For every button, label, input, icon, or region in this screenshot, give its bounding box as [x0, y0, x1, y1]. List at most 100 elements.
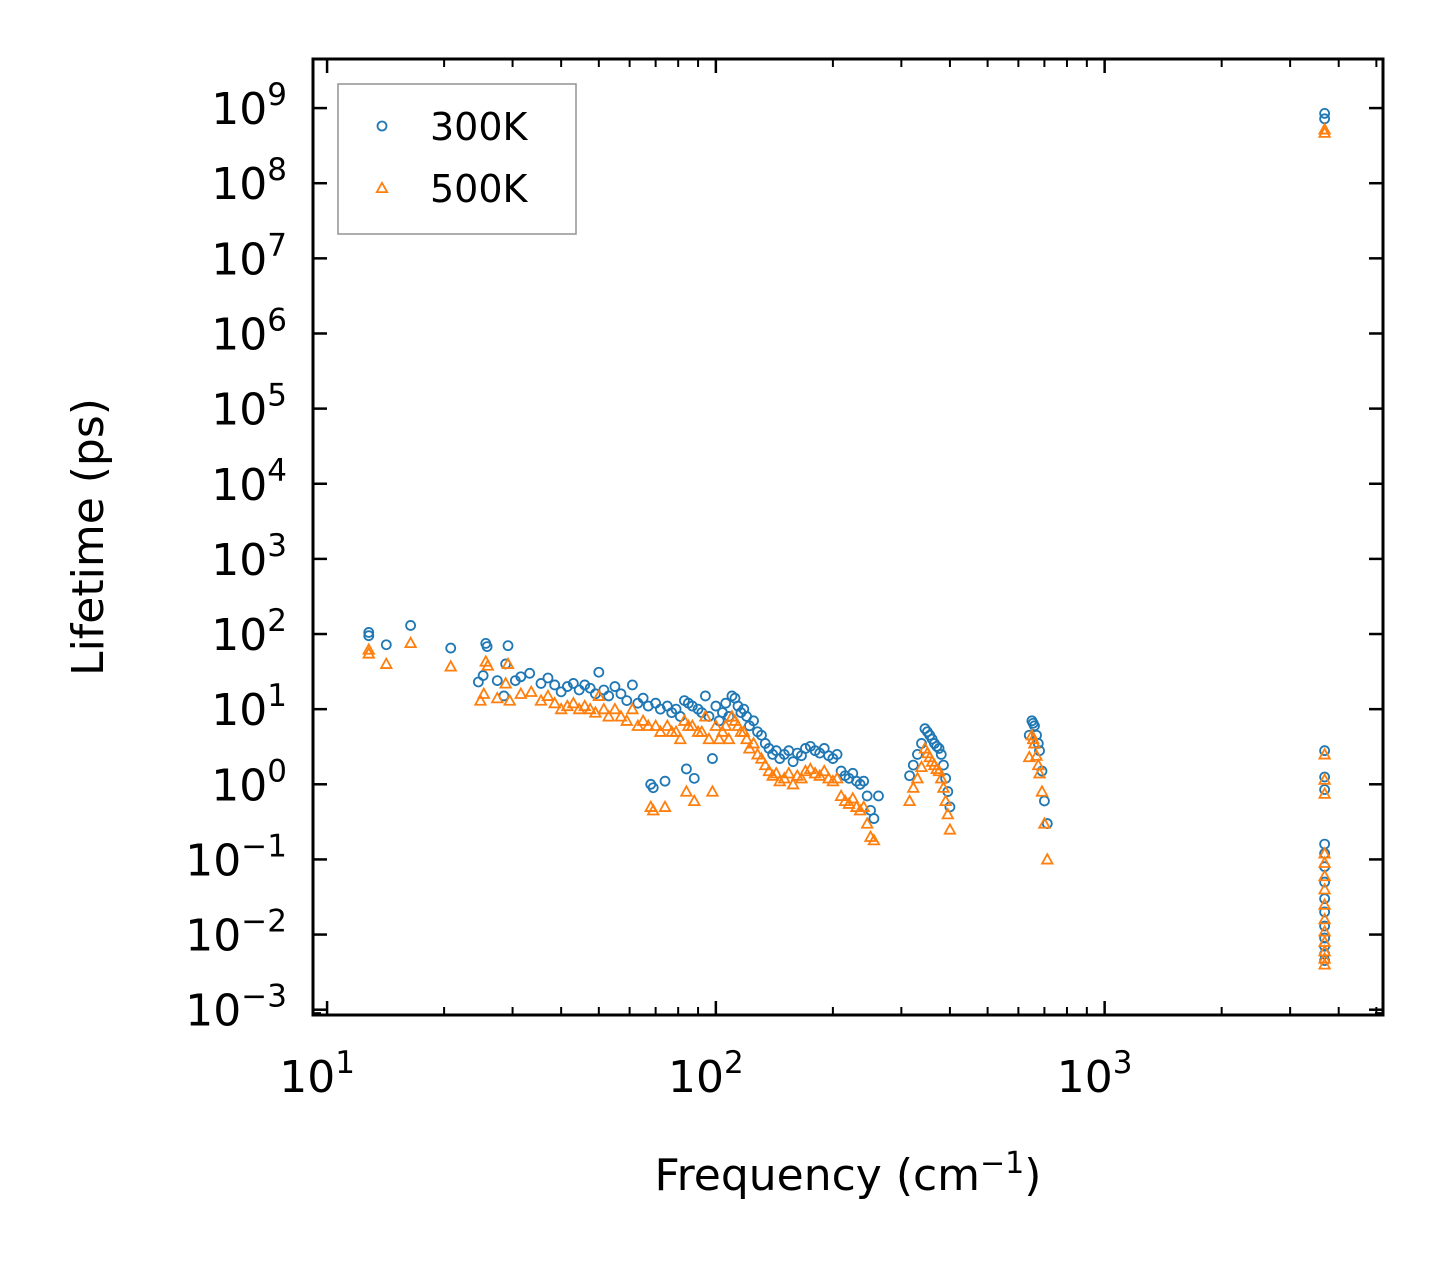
point-500K-98 — [906, 780, 921, 793]
point-500K-31 — [625, 702, 640, 715]
legend-label-300K: 300K — [430, 105, 529, 149]
y-tick-label: 106 — [211, 302, 287, 360]
point-500K-54 — [709, 718, 723, 731]
point-500K-129 — [1317, 882, 1332, 895]
y-tick-label: 102 — [211, 603, 287, 661]
point-300K-108 — [931, 740, 943, 752]
point-500K-50 — [695, 724, 709, 737]
point-300K-2 — [380, 639, 392, 651]
point-300K-54 — [707, 753, 718, 764]
axis-ticks — [313, 59, 1383, 1015]
point-300K-140 — [1319, 113, 1331, 125]
point-500K-128 — [1317, 869, 1332, 882]
point-300K-32 — [626, 679, 638, 691]
point-300K-125 — [1319, 745, 1331, 757]
x-tick-label: 103 — [1057, 1045, 1133, 1103]
point-500K-9 — [490, 691, 504, 704]
point-500K-83 — [817, 764, 831, 777]
point-500K-125 — [1317, 786, 1332, 799]
point-500K-109 — [936, 780, 951, 793]
point-300K-123 — [1039, 795, 1050, 807]
point-500K-37 — [648, 718, 663, 731]
point-300K-95 — [861, 790, 873, 802]
point-500K-68 — [754, 751, 769, 764]
point-500K-122 — [1040, 852, 1055, 865]
point-300K-14 — [515, 671, 527, 683]
point-300K-3 — [405, 620, 417, 631]
point-300K-109 — [933, 743, 945, 754]
point-500K-12 — [503, 693, 517, 706]
point-500K-80 — [803, 761, 818, 775]
point-300K-26 — [593, 666, 605, 678]
y-tick-label: 10−3 — [185, 979, 287, 1037]
point-500K-58 — [722, 732, 736, 745]
point-300K-8 — [481, 641, 493, 653]
point-500K-93 — [856, 799, 871, 812]
point-300K-99 — [904, 770, 915, 782]
point-500K-85 — [826, 774, 840, 787]
y-tick-label: 109 — [211, 77, 287, 135]
point-500K-33 — [636, 713, 650, 726]
point-500K-34 — [641, 718, 655, 731]
y-tick-label: 100 — [211, 753, 287, 811]
point-500K-25 — [592, 688, 606, 701]
point-300K-21 — [567, 678, 579, 689]
point-500K-100 — [914, 759, 929, 773]
y-axis-title: Lifetime (ps) — [63, 398, 114, 676]
point-500K-131 — [1317, 912, 1332, 925]
y-tick-label: 101 — [211, 678, 287, 736]
point-500K-52 — [702, 732, 716, 745]
point-300K-49 — [688, 772, 700, 784]
point-500K-99 — [910, 771, 925, 784]
point-500K-96 — [867, 833, 881, 846]
point-300K-30 — [615, 688, 627, 700]
legend: 300K 500K — [337, 83, 577, 235]
point-300K-58 — [720, 697, 732, 709]
point-300K-23 — [579, 679, 591, 691]
point-500K-29 — [614, 709, 628, 722]
point-500K-43 — [673, 732, 688, 745]
point-500K-1 — [362, 646, 376, 659]
point-300K-37 — [647, 782, 659, 794]
y-tick-label: 10−2 — [185, 904, 287, 962]
legend-label-500K: 500K — [430, 167, 529, 211]
point-500K-61 — [731, 718, 745, 731]
y-tick-label: 103 — [211, 528, 287, 586]
point-500K-115 — [1026, 732, 1040, 745]
point-300K-62 — [732, 700, 744, 712]
point-500K-113 — [1022, 750, 1037, 763]
point-300K-34 — [637, 692, 649, 704]
point-500K-28 — [608, 702, 622, 715]
point-300K-139 — [1319, 107, 1331, 119]
x-tick-label: 102 — [668, 1045, 744, 1103]
point-500K-56 — [715, 724, 730, 737]
point-300K-127 — [1319, 784, 1331, 795]
point-500K-5 — [473, 693, 488, 706]
point-500K-79 — [798, 764, 813, 777]
point-500K-120 — [1035, 784, 1049, 797]
point-300K-31 — [621, 695, 633, 706]
point-300K-11 — [502, 640, 514, 652]
point-500K-86 — [830, 771, 844, 784]
point-500K-38 — [653, 724, 668, 737]
point-300K-6 — [477, 670, 489, 681]
point-300K-77 — [787, 756, 799, 768]
point-500K-106 — [930, 761, 944, 775]
point-500K-44 — [677, 713, 692, 726]
tick-labels: 101 102 103 10−3 10−2 10−1 100 101 102 103 104 105 1… — [185, 77, 1132, 1103]
point-300K-94 — [858, 775, 870, 787]
point-500K-110 — [938, 793, 953, 807]
point-500K-36 — [646, 803, 660, 816]
point-500K-112 — [943, 822, 957, 835]
point-300K-110 — [935, 748, 947, 760]
plot-frame — [311, 57, 1385, 1017]
point-500K-2 — [379, 656, 394, 669]
point-500K-3 — [403, 635, 418, 649]
point-300K-22 — [573, 684, 585, 696]
point-500K-30 — [620, 713, 634, 726]
point-500K-119 — [1032, 766, 1047, 779]
point-500K-4 — [444, 659, 458, 672]
point-500K-48 — [687, 793, 702, 807]
point-300K-87 — [831, 748, 843, 760]
